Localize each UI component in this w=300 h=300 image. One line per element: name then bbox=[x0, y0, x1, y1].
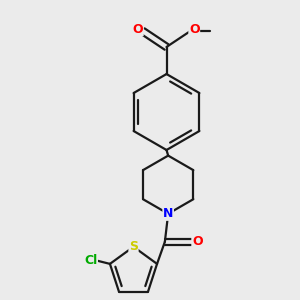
Text: O: O bbox=[192, 235, 202, 248]
Text: S: S bbox=[129, 240, 138, 253]
Text: O: O bbox=[133, 22, 143, 36]
Text: Cl: Cl bbox=[84, 254, 98, 267]
Text: N: N bbox=[163, 207, 173, 220]
Text: O: O bbox=[189, 22, 200, 36]
